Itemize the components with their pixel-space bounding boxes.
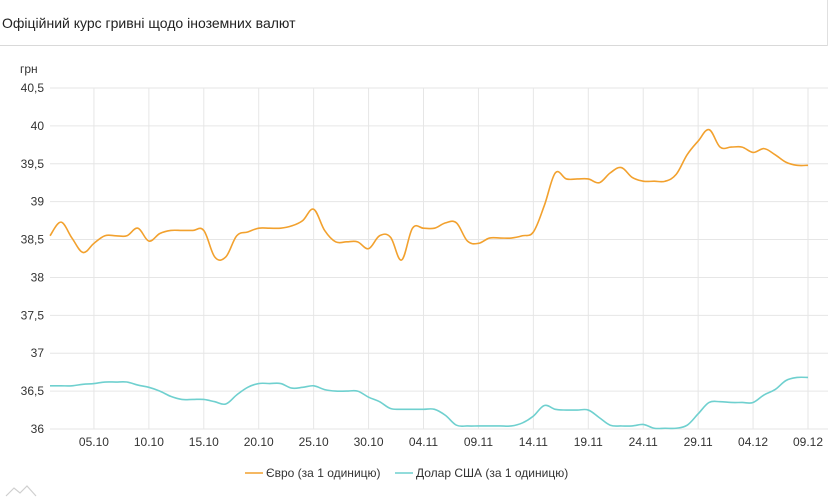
x-tick-label: 25.10 [299,435,329,449]
x-tick-label: 09.11 [464,435,493,449]
x-tick-label: 14.11 [519,435,548,449]
x-tick-label: 24.11 [629,435,658,449]
chart-logo-icon [5,485,37,497]
x-tick-label: 15.10 [189,435,219,449]
usd-series-line [50,376,809,430]
x-tick-label: 09.12 [793,435,823,449]
euro-series-line [49,128,809,262]
y-tick-label: 40 [31,119,45,133]
y-tick-label: 38 [31,270,45,284]
axes: 36 36,5 37 37,5 38 38,5 39 39,5 40 40,5 грн 05.10 10… [20,62,823,449]
y-tick-label: 39 [31,195,45,209]
x-tick-label: 19.11 [574,435,603,449]
y-tick-label: 39,5 [21,157,45,171]
x-tick-label: 04.11 [409,435,438,449]
y-tick-label: 36 [31,422,45,436]
legend-item-usd[interactable]: Долар США (за 1 одиницю) [395,466,568,480]
series-lines [49,128,809,430]
y-tick-label: 37 [31,346,45,360]
legend-label: Євро (за 1 одиницю) [266,466,381,480]
x-tick-label: 29.11 [684,435,713,449]
legend-item-euro[interactable]: Євро (за 1 одиницю) [245,466,381,480]
x-tick-label: 04.12 [738,435,768,449]
y-tick-label: 38,5 [21,233,45,247]
y-tick-label: 36,5 [21,384,45,398]
y-tick-label: 40,5 [21,81,45,95]
x-tick-label: 05.10 [79,435,109,449]
legend-label: Долар США (за 1 одиницю) [416,466,568,480]
legend[interactable]: Євро (за 1 одиницю) Долар США (за 1 одини… [245,466,568,480]
grid-lines [50,87,828,430]
x-tick-label: 30.10 [354,435,384,449]
y-axis-unit: грн [20,62,38,76]
y-tick-label: 37,5 [21,308,45,322]
x-tick-label: 10.10 [134,435,164,449]
x-tick-label: 20.10 [244,435,274,449]
chart-title: Офіційний курс гривні щодо іноземних вал… [2,15,296,31]
